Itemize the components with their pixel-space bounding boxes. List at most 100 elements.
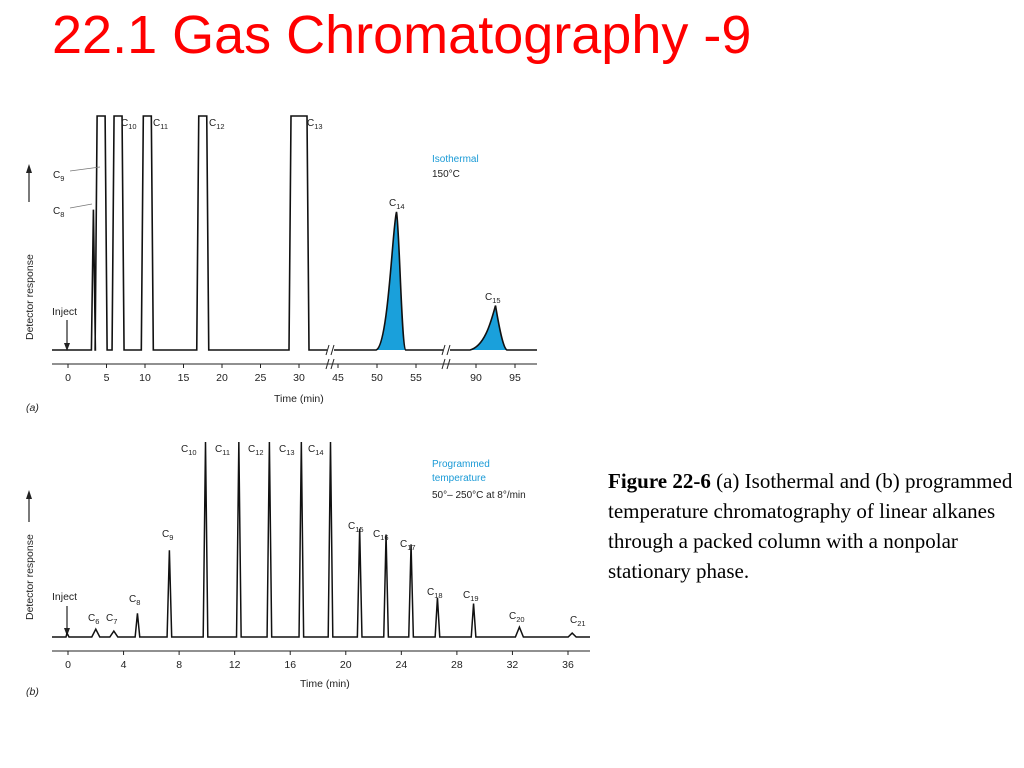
chart-isothermal: Detector response Inject Isothermal 150°…	[24, 115, 537, 414]
x-tick-label-10: 10	[139, 372, 151, 384]
break-mark-2a	[441, 344, 446, 356]
leader-c8	[69, 203, 93, 209]
peak-label-c11-symbol: C	[215, 444, 222, 455]
x-tick-label-24: 24	[395, 659, 407, 671]
x-tick-label-20: 20	[340, 659, 352, 671]
peak-label-c14-symbol: C	[389, 198, 396, 209]
peak-label-c20: C20	[509, 611, 525, 624]
peak-label-c9: C9	[162, 529, 173, 542]
peak-label-c10-symbol: C	[181, 444, 188, 455]
break-gap-2	[443, 344, 450, 356]
peak-label-c14-subscript: 14	[396, 202, 404, 211]
x-tick-label-55: 55	[410, 372, 422, 384]
peak-label-c8-symbol: C	[129, 594, 136, 605]
x-tick-label-0: 0	[65, 372, 71, 384]
x-tick-label-28: 28	[451, 659, 463, 671]
y-axis-label: Detector response	[24, 534, 36, 620]
note-line-1: Isothermal	[432, 154, 479, 165]
note-line-2: 150°C	[432, 169, 460, 180]
peak-label-c19-subscript: 19	[470, 594, 478, 603]
peak-label-c11: C11	[153, 118, 168, 131]
peak-label-c15-subscript: 15	[492, 296, 500, 305]
peak-label-c14: C14	[308, 444, 324, 457]
peak-label-c7-subscript: 7	[113, 617, 117, 626]
x-tick-label-32: 32	[507, 659, 519, 671]
peak-label-c15: C15	[485, 292, 501, 305]
peak-label-c16: C16	[373, 529, 389, 542]
peak-label-c9-subscript: 9	[169, 533, 173, 542]
panel-label: (b)	[26, 686, 39, 698]
note-line-2: temperature	[432, 473, 486, 484]
peak-label-c11-symbol: C	[153, 118, 160, 129]
peak-label-c13: C13	[279, 444, 295, 457]
peak-label-c9-symbol: C	[162, 529, 169, 540]
peak-label-c16-symbol: C	[373, 529, 380, 540]
slide-title: 22.1 Gas Chromatography -9	[52, 5, 752, 65]
peak-label-c6: C6	[88, 613, 99, 626]
peak-fill-c15	[470, 305, 507, 350]
inject-arrow	[64, 320, 70, 351]
peak-label-c9-symbol: C	[53, 170, 60, 181]
peak-label-c12-symbol: C	[248, 444, 255, 455]
chart-programmed: Detector response Inject Programmed temp…	[24, 441, 590, 698]
peak-label-c6-symbol: C	[88, 613, 95, 624]
figure-caption: Figure 22-6 (a) Isothermal and (b) progr…	[608, 466, 1018, 586]
chromatogram-trace	[52, 441, 590, 638]
x-tick-label-5: 5	[104, 372, 110, 384]
break-mark-0b	[330, 344, 335, 356]
peak-label-c13-symbol: C	[279, 444, 286, 455]
peak-label-c11-subscript: 11	[160, 122, 168, 131]
peak-label-c12-subscript: 12	[216, 122, 224, 131]
peak-label-c8-subscript: 8	[60, 210, 64, 219]
peak-label-c15-symbol: C	[485, 292, 492, 303]
peak-label-c6-subscript: 6	[95, 617, 99, 626]
x-tick-label-0: 0	[65, 659, 71, 671]
y-axis-arrow	[26, 164, 32, 202]
peak-label-c15-symbol: C	[348, 521, 355, 532]
peak-label-c19: C19	[463, 590, 479, 603]
peak-label-c13: C13	[307, 118, 323, 131]
peak-label-c19-symbol: C	[463, 590, 470, 601]
peak-label-c7-symbol: C	[106, 613, 113, 624]
x-tick-label-36: 36	[562, 659, 574, 671]
peak-label-c18-symbol: C	[427, 587, 434, 598]
chromatogram-trace	[52, 115, 537, 351]
inject-label: Inject	[52, 591, 77, 603]
peak-label-c8: C8	[53, 206, 64, 219]
x-tick-label-20: 20	[216, 372, 228, 384]
peak-label-c14: C14	[389, 198, 405, 211]
note-line-3: 50°– 250°C at 8°/min	[432, 490, 526, 501]
x-tick-label-30: 30	[293, 372, 305, 384]
peak-label-c16-subscript: 16	[380, 533, 388, 542]
peak-label-c18: C18	[427, 587, 443, 600]
break-mark-0a	[325, 344, 330, 356]
y-axis-arrow	[26, 490, 32, 522]
y-axis-label: Detector response	[24, 254, 36, 340]
isothermal-note: Isothermal 150°C	[432, 154, 479, 180]
peak-label-c12-symbol: C	[209, 118, 216, 129]
peak-label-c10-subscript: 10	[128, 122, 136, 131]
peak-label-c20-symbol: C	[509, 611, 516, 622]
peak-label-c20-subscript: 20	[516, 615, 524, 624]
x-ticks: 0 4 8 12 16 20 24 28 32 36	[65, 651, 574, 671]
x-ticks: 0 5 10 15 20 25 30 45 50 55 90 95	[65, 364, 521, 384]
x-tick-label-15: 15	[178, 372, 190, 384]
break-gap-0	[327, 344, 334, 356]
peak-label-c10-symbol: C	[121, 118, 128, 129]
peak-label-c17: C17	[400, 539, 416, 552]
peak-label-c13-subscript: 13	[314, 122, 322, 131]
x-tick-label-95: 95	[509, 372, 521, 384]
x-tick-label-4: 4	[121, 659, 127, 671]
peak-label-c7: C7	[106, 613, 117, 626]
peak-label-c17-subscript: 17	[407, 543, 415, 552]
caption-text: (a) Isothermal and (b) programmed temper…	[608, 469, 1013, 583]
peak-label-c11: C11	[215, 444, 230, 457]
x-tick-label-45: 45	[332, 372, 344, 384]
peak-label-c8: C8	[129, 594, 140, 607]
peak-label-c9-subscript: 9	[60, 174, 64, 183]
x-axis-label: Time (min)	[274, 393, 324, 405]
peak-label-c15: C15	[348, 521, 364, 534]
peak-label-c10-subscript: 10	[188, 448, 196, 457]
